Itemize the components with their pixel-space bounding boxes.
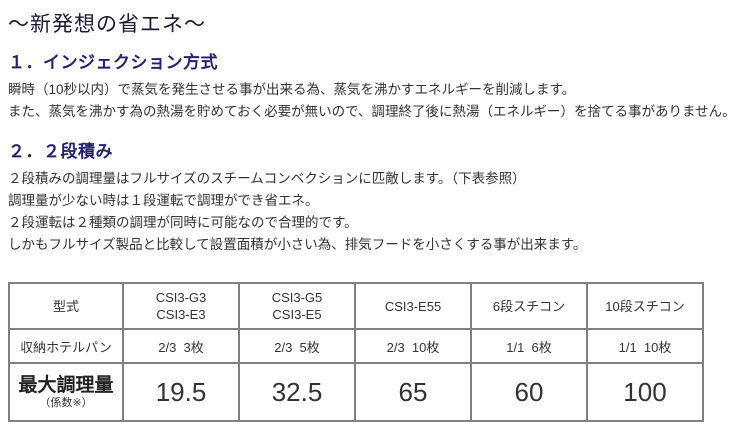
section-2-line-2: 調理量が少ない時は１段運転で調理ができ省エネ。 — [8, 193, 319, 208]
header-cell-csi3-g5-e5: CSI3-G5 CSI3-E5 — [238, 282, 356, 330]
section-1-heading: １．インジェクション方式 — [8, 53, 218, 72]
pan-count-cell: 2/3 5枚 — [238, 328, 356, 364]
section-2-line-3: ２段運転は２種類の調理が同時に可能なので合理的です。 — [8, 215, 358, 230]
capacity-value-cell: 19.5 — [122, 362, 240, 422]
header-cell-model-label: 型式 — [8, 282, 124, 330]
capacity-row-label: 最大調理量 — [18, 374, 114, 396]
capacity-value-cell: 32.5 — [238, 362, 356, 422]
page-title: ～新発想の省エネ～ — [8, 13, 206, 36]
pan-count-cell: 1/1 10枚 — [586, 328, 704, 364]
section-2-heading: ２．２段積み — [8, 142, 113, 161]
model-name: CSI3-G5 — [271, 290, 323, 305]
header-cell-csi3-e55: CSI3-E55 — [354, 282, 472, 330]
header-cell-10dan: 10段スチコン — [586, 282, 704, 330]
model-name: 10段スチコン — [605, 298, 685, 314]
pan-row-label: 収納ホテルパン — [8, 328, 124, 364]
pan-count-cell: 2/3 3枚 — [122, 328, 240, 364]
section-2-line-4: しかもフルサイズ製品と比較して設置面積が小さい為、排気フードを小さくする事が出来… — [8, 237, 587, 252]
capacity-value-cell: 60 — [470, 362, 588, 422]
pan-count-cell: 2/3 10枚 — [354, 328, 472, 364]
section-1-line-1: 瞬時（10秒以内）で蒸気を発生させる事が出来る為、蒸気を沸かすエネルギーを削減し… — [8, 82, 576, 97]
section-2-line-1: ２段積みの調理量はフルサイズのスチームコンベクションに匹敵します。（下表参照） — [8, 171, 526, 186]
section-1-line-2: また、蒸気を沸かす為の熱湯を貯めておく必要が無いので、調理終了後に熱湯（エネルギ… — [8, 104, 736, 119]
model-name: CSI3-E55 — [384, 298, 442, 314]
header-cell-csi3-g3-e3: CSI3-G3 CSI3-E3 — [122, 282, 240, 330]
capacity-row-sublabel: （係数※） — [39, 396, 93, 409]
pan-count-cell: 1/1 6枚 — [470, 328, 588, 364]
table-header-row: 型式 CSI3-G3 CSI3-E3 CSI3-G5 CSI3-E5 CSI3-… — [8, 282, 704, 330]
section-injection: １．インジェクション方式 瞬時（10秒以内）で蒸気を発生させる事が出来る為、蒸気… — [8, 48, 756, 123]
model-name: CSI3-E3 — [156, 307, 206, 322]
capacity-row-label-cell: 最大調理量 （係数※） — [8, 362, 124, 422]
capacity-table: 型式 CSI3-G3 CSI3-E3 CSI3-G5 CSI3-E5 CSI3-… — [8, 282, 704, 422]
model-name: 6段スチコン — [492, 298, 566, 314]
section-stacking: ２．２段積み ２段積みの調理量はフルサイズのスチームコンベクションに匹敵します。… — [8, 137, 756, 256]
model-name: CSI3-G3 — [155, 290, 207, 305]
capacity-value-cell: 100 — [586, 362, 704, 422]
header-cell-6dan: 6段スチコン — [470, 282, 588, 330]
capacity-value-cell: 65 — [354, 362, 472, 422]
table-row-max-capacity: 最大調理量 （係数※） 19.5 32.5 65 60 100 — [8, 362, 704, 422]
model-name: CSI3-E5 — [272, 307, 322, 322]
table-row-hotel-pan: 収納ホテルパン 2/3 3枚 2/3 5枚 2/3 10枚 1/1 6枚 1/1… — [8, 328, 704, 364]
